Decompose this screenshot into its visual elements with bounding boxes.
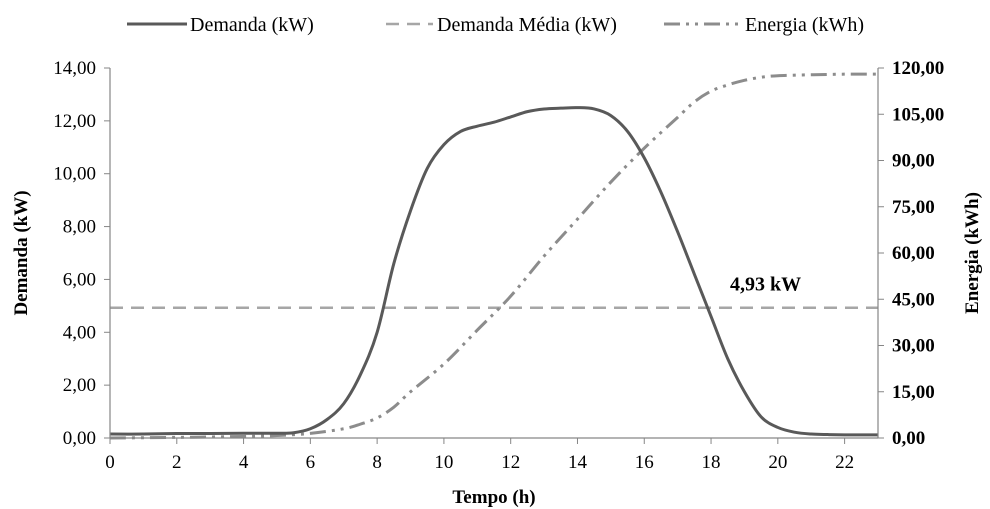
y2-tick-label: 30,00 [892,336,935,357]
legend-item: Demanda Média (kW) [386,14,617,36]
y2-tick-label: 120,00 [892,58,944,79]
y-axis-title: Demanda (kW) [11,190,32,315]
y-tick-label: 0,00 [63,428,96,449]
y2-tick-label: 90,00 [892,151,935,172]
y-tick-label: 4,00 [63,322,96,343]
series-layer: 4,93 kW [109,72,879,440]
y-tick-label: 10,00 [53,164,96,185]
series-demanda-kw-line [109,106,879,437]
x-tick-label: 6 [306,452,316,473]
y2-axis-title: Energia (kWh) [962,192,983,314]
y-tick-label: 8,00 [63,217,96,238]
x-tick-label: 20 [768,452,787,473]
legend-item: Energia (kWh) [664,14,864,36]
legend-item: Demanda (kW) [127,14,314,36]
y-tick-label: 14,00 [53,58,96,79]
y2-tick-label: 0,00 [892,428,925,449]
axes: 0 2 4 6 8 10 12 14 16 18 20 22 0,00 2,00 4,00 6,00 8,00 1… [11,58,983,508]
x-tick-label: 0 [105,452,115,473]
legend-label: Energia (kWh) [745,14,864,36]
x-tick-label: 18 [702,452,721,473]
y2-tick-label: 45,00 [892,289,935,310]
legend-label: Demanda Média (kW) [437,14,617,36]
x-tick-label: 22 [835,452,854,473]
legend: Demanda (kW) Demanda Média (kW) Energia (k… [127,14,864,36]
y2-tick-label: 75,00 [892,197,935,218]
x-tick-label: 14 [568,452,588,473]
average-annotation: 4,93 kW [730,274,801,296]
y-tick-label: 12,00 [53,111,96,132]
y2-tick-label: 60,00 [892,243,935,264]
x-tick-label: 12 [501,452,520,473]
x-tick-label: 2 [172,452,182,473]
x-tick-label: 16 [635,452,654,473]
y-tick-label: 2,00 [63,375,96,396]
y2-tick-label: 105,00 [892,104,944,125]
y-tick-label: 6,00 [63,269,96,290]
x-tick-label: 8 [372,452,382,473]
series-energia-kwh-line [109,72,879,440]
legend-label: Demanda (kW) [190,14,314,36]
y2-tick-label: 15,00 [892,382,935,403]
x-axis-title: Tempo (h) [452,487,535,508]
x-tick-label: 10 [434,452,453,473]
x-tick-label: 4 [239,452,249,473]
